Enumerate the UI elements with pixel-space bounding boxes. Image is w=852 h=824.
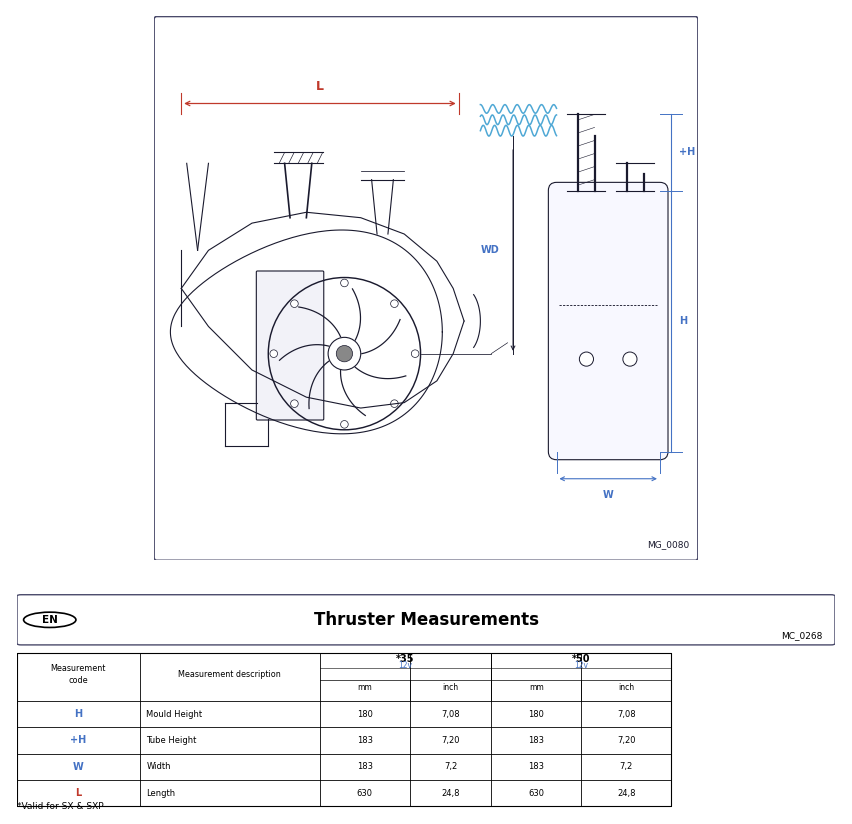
Text: 180: 180 [528,709,544,719]
Text: *Valid for SX & SXP: *Valid for SX & SXP [17,802,104,811]
Text: inch: inch [619,683,635,692]
FancyBboxPatch shape [154,16,698,560]
Text: 7,08: 7,08 [441,709,460,719]
Text: MC_0268: MC_0268 [781,631,823,640]
Text: 183: 183 [357,762,372,771]
Text: *35: *35 [396,654,415,664]
Text: 12v: 12v [574,661,589,670]
Text: Measurement description: Measurement description [178,670,281,679]
Circle shape [337,345,353,362]
Text: +H: +H [70,736,87,746]
Text: L: L [75,788,82,798]
Text: Mould Height: Mould Height [147,709,203,719]
Circle shape [623,352,637,366]
Text: mm: mm [357,683,372,692]
Text: mm: mm [529,683,544,692]
Text: 183: 183 [528,762,544,771]
Text: 7,20: 7,20 [441,736,460,745]
Text: 630: 630 [528,789,544,798]
Text: W: W [603,489,613,499]
Text: 12v: 12v [399,661,412,670]
Circle shape [390,300,398,307]
Text: 7,2: 7,2 [619,762,633,771]
Circle shape [390,400,398,407]
Text: *50: *50 [573,654,590,664]
Text: EN: EN [42,615,58,625]
Text: inch: inch [442,683,458,692]
Text: MG_0080: MG_0080 [648,541,690,550]
Text: Tube Height: Tube Height [147,736,197,745]
Circle shape [341,279,348,287]
Text: 24,8: 24,8 [617,789,636,798]
FancyBboxPatch shape [17,595,835,645]
Text: 183: 183 [528,736,544,745]
Bar [17,653,671,806]
FancyBboxPatch shape [256,271,324,420]
Circle shape [412,350,419,358]
Text: Thruster Measurements: Thruster Measurements [314,611,538,629]
Text: WD: WD [481,246,499,255]
Circle shape [291,400,298,407]
Text: L: L [316,80,324,92]
Text: Length: Length [147,789,176,798]
Circle shape [291,300,298,307]
Text: Width: Width [147,762,170,771]
Text: Measurement
code: Measurement code [51,664,106,686]
Text: 630: 630 [357,789,372,798]
Circle shape [341,420,348,428]
Text: H: H [74,709,83,719]
Circle shape [579,352,594,366]
FancyBboxPatch shape [549,182,668,460]
Text: H: H [679,316,687,326]
Text: 7,20: 7,20 [617,736,636,745]
Text: +H: +H [679,147,695,157]
Text: W: W [73,761,83,772]
Text: 180: 180 [357,709,372,719]
Text: 7,08: 7,08 [617,709,636,719]
Circle shape [270,350,278,358]
Text: 7,2: 7,2 [444,762,458,771]
Text: 183: 183 [357,736,372,745]
Text: 24,8: 24,8 [441,789,460,798]
